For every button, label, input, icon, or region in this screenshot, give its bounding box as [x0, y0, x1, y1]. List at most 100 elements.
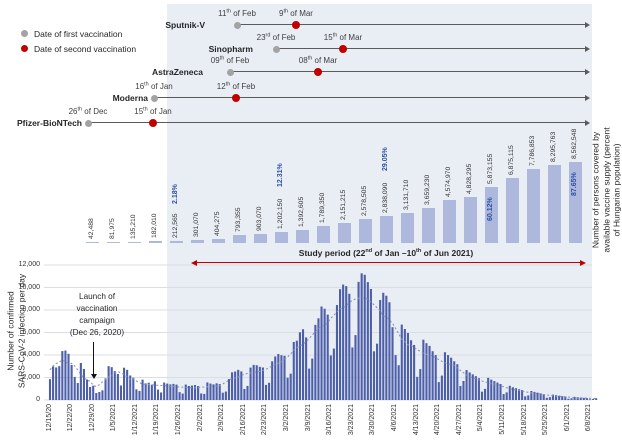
first-dose-date: 26th of Dec — [68, 106, 108, 116]
x-tick-label: 5/25/2021 — [542, 404, 550, 436]
timeline-line — [230, 71, 585, 72]
daily-bar — [539, 393, 542, 400]
daily-bar — [570, 398, 573, 400]
second-vaccination-dot-icon — [21, 45, 28, 52]
x-tick-label: 1/19/2021 — [153, 404, 161, 436]
supply-bar-value: 3,131,710 — [403, 180, 410, 211]
daily-bar — [459, 385, 462, 400]
daily-bar — [357, 281, 360, 401]
daily-bar — [351, 347, 354, 400]
daily-bar — [487, 377, 490, 400]
daily-bar — [477, 378, 480, 400]
supply-axis-label: Number of persons covered by available v… — [590, 127, 622, 252]
daily-bar — [48, 379, 52, 400]
supply-bar — [484, 187, 498, 243]
daily-bar — [73, 376, 76, 400]
daily-bar — [178, 392, 181, 401]
daily-bar — [363, 274, 366, 400]
daily-bar — [274, 356, 277, 400]
annotation-line4: (Dec 26, 2020) — [69, 328, 125, 337]
y-tick-label: 10,000 — [18, 283, 40, 291]
daily-bar — [261, 367, 264, 400]
second-dose-dot-icon — [292, 21, 300, 29]
daily-bar — [98, 392, 101, 400]
daily-bar — [440, 375, 443, 400]
timeline-arrow-icon — [585, 120, 590, 126]
supply-bar-value: 1,202,150 — [277, 198, 284, 229]
daily-bar — [348, 293, 351, 400]
trend-line — [49, 297, 597, 400]
daily-bar — [468, 372, 471, 400]
first-dose-date: 16th of Jan — [135, 81, 173, 91]
supply-bar-value: 5,873,155 — [487, 154, 494, 185]
daily-bar — [212, 384, 215, 400]
supply-bar — [211, 239, 225, 243]
daily-bar — [555, 395, 558, 400]
first-dose-dot-icon — [85, 119, 92, 127]
second-dose-dot-icon — [232, 94, 240, 102]
x-tick-label: 6/1/2021 — [563, 404, 571, 432]
daily-bar — [573, 396, 576, 400]
daily-bar — [354, 335, 357, 400]
timeline-arrow-icon — [585, 69, 590, 75]
supply-axis-label-line1: Number of persons covered by — [590, 131, 601, 249]
daily-bar — [67, 353, 70, 400]
supply-bar — [463, 197, 477, 243]
y-tick-label: 4,000 — [22, 351, 40, 358]
daily-bar — [425, 343, 428, 400]
daily-bar — [397, 365, 400, 400]
daily-bar — [400, 324, 403, 401]
daily-bar — [301, 329, 305, 400]
first-dose-date: 11th of Feb — [218, 8, 256, 18]
supply-bar — [547, 164, 561, 243]
daily-bar — [252, 364, 255, 400]
supply-bar-value: 404,275 — [214, 211, 221, 237]
daily-bar — [224, 391, 227, 400]
supply-bar — [253, 234, 267, 243]
daily-bar — [579, 397, 582, 400]
daily-bar — [595, 398, 598, 400]
daily-bar — [116, 374, 119, 400]
daily-bar — [129, 375, 132, 400]
daily-bar — [335, 305, 339, 400]
daily-bar — [548, 397, 551, 400]
daily-bar — [268, 382, 271, 400]
annotation-line2: vaccination — [76, 304, 118, 313]
daily-bar — [558, 395, 561, 400]
daily-bar — [160, 392, 163, 400]
daily-bar — [243, 388, 246, 401]
supply-percent-label: 60.12% — [486, 197, 494, 222]
supply-bar — [337, 222, 351, 243]
supply-bar-value: 2,578,505 — [361, 185, 368, 216]
supply-bar-value: 1,789,350 — [319, 192, 326, 224]
daily-bar — [443, 352, 447, 400]
daily-bar — [447, 355, 450, 400]
daily-bar — [200, 393, 203, 400]
daily-bar — [561, 396, 564, 400]
daily-bar — [527, 395, 530, 400]
study-period-label: Study period (22nd of Jan –10th of Jun 2… — [298, 248, 474, 258]
x-tick-label: 12/29/20 — [88, 404, 96, 432]
daily-bar — [379, 299, 382, 400]
daily-bar — [215, 383, 218, 400]
supply-bar — [526, 169, 540, 243]
daily-bar — [85, 379, 89, 400]
daily-bar — [588, 399, 592, 400]
supply-bar-value: 182,010 — [151, 213, 158, 239]
daily-bar — [175, 384, 178, 400]
daily-bar — [271, 361, 274, 400]
arrow-right-icon — [580, 259, 586, 266]
supply-bar-value: 903,070 — [256, 206, 263, 232]
daily-bar — [82, 368, 85, 400]
supply-bar — [379, 216, 393, 243]
daily-bar — [366, 282, 369, 400]
daily-bar — [419, 369, 422, 400]
x-tick-label: 3/9/2021 — [304, 404, 312, 432]
first-dose-dot-icon — [227, 68, 234, 76]
x-tick-label: 3/16/2021 — [326, 404, 334, 436]
daily-bar — [521, 390, 524, 400]
supply-percent-label: 2.18% — [171, 184, 179, 204]
y-tick-label: 0 — [36, 396, 40, 403]
daily-bar — [156, 389, 160, 400]
